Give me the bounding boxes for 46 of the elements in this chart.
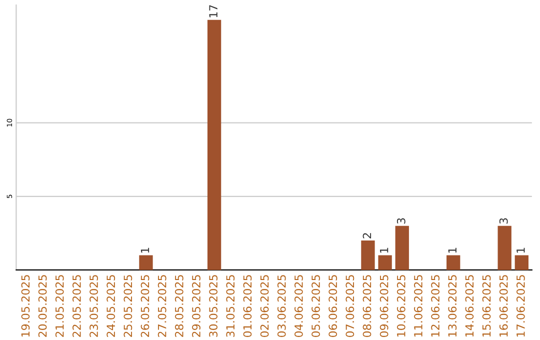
bar	[514, 255, 528, 270]
bar	[207, 20, 222, 270]
data-label: 2	[362, 233, 372, 238]
bar	[378, 255, 392, 270]
x-tick-label: 20.05.2025	[38, 275, 47, 337]
x-tick-label: 08.06.2025	[362, 275, 372, 338]
bar	[446, 255, 460, 270]
x-tick-label: 09.06.2025	[380, 275, 388, 338]
x-tick-label: 22.05.2025	[72, 275, 81, 337]
x-tick-label: 30.05.2025	[209, 275, 218, 337]
bar	[395, 226, 409, 270]
x-tick-label: 21.05.2025	[55, 275, 64, 337]
bar	[498, 226, 512, 270]
x-tick-label: 17.06.2025	[516, 275, 525, 337]
data-label: 3	[396, 218, 406, 224]
x-tick-label: 02.06.2025	[260, 275, 269, 338]
x-tick-label: 15.06.2025	[482, 275, 491, 337]
data-label: 1	[140, 248, 150, 253]
x-tick-label: 06.06.2025	[328, 275, 338, 338]
data-label: 1	[380, 248, 388, 253]
x-tick-label: 07.06.2025	[346, 275, 354, 338]
bar	[139, 255, 153, 270]
x-tick-label: 28.05.2025	[174, 275, 184, 337]
x-tick-label: 25.05.2025	[124, 275, 132, 337]
x-tick-label: 14.06.2025	[465, 275, 474, 337]
x-tick-label: 31.05.2025	[226, 275, 235, 337]
data-label: 3	[499, 218, 508, 224]
x-tick-label: 27.05.2025	[158, 275, 166, 337]
data-label: 17	[209, 5, 218, 18]
x-tick-label: 24.05.2025	[106, 275, 116, 337]
x-tick-label: 10.06.2025	[396, 275, 406, 337]
x-tick-label: 23.05.2025	[90, 275, 98, 337]
x-tick-label: 26.05.2025	[140, 275, 150, 337]
x-tick-label: 04.06.2025	[294, 275, 303, 338]
x-tick-label: 05.06.2025	[312, 275, 320, 338]
x-tick-label: 13.06.2025	[448, 275, 457, 337]
x-tick-label: 12.06.2025	[431, 275, 440, 337]
x-tick-label: 01.06.2025	[243, 275, 252, 338]
bar	[361, 240, 375, 270]
data-label: 1	[448, 248, 456, 253]
x-tick-label: 03.06.2025	[277, 275, 286, 338]
x-tick-label: 16.06.2025	[499, 275, 508, 337]
data-label: 1	[516, 248, 525, 253]
x-tick-label: 29.05.2025	[192, 275, 200, 337]
x-tick-label: 11.06.2025	[414, 275, 422, 337]
x-tick-label: 19.05.2025	[21, 275, 30, 337]
